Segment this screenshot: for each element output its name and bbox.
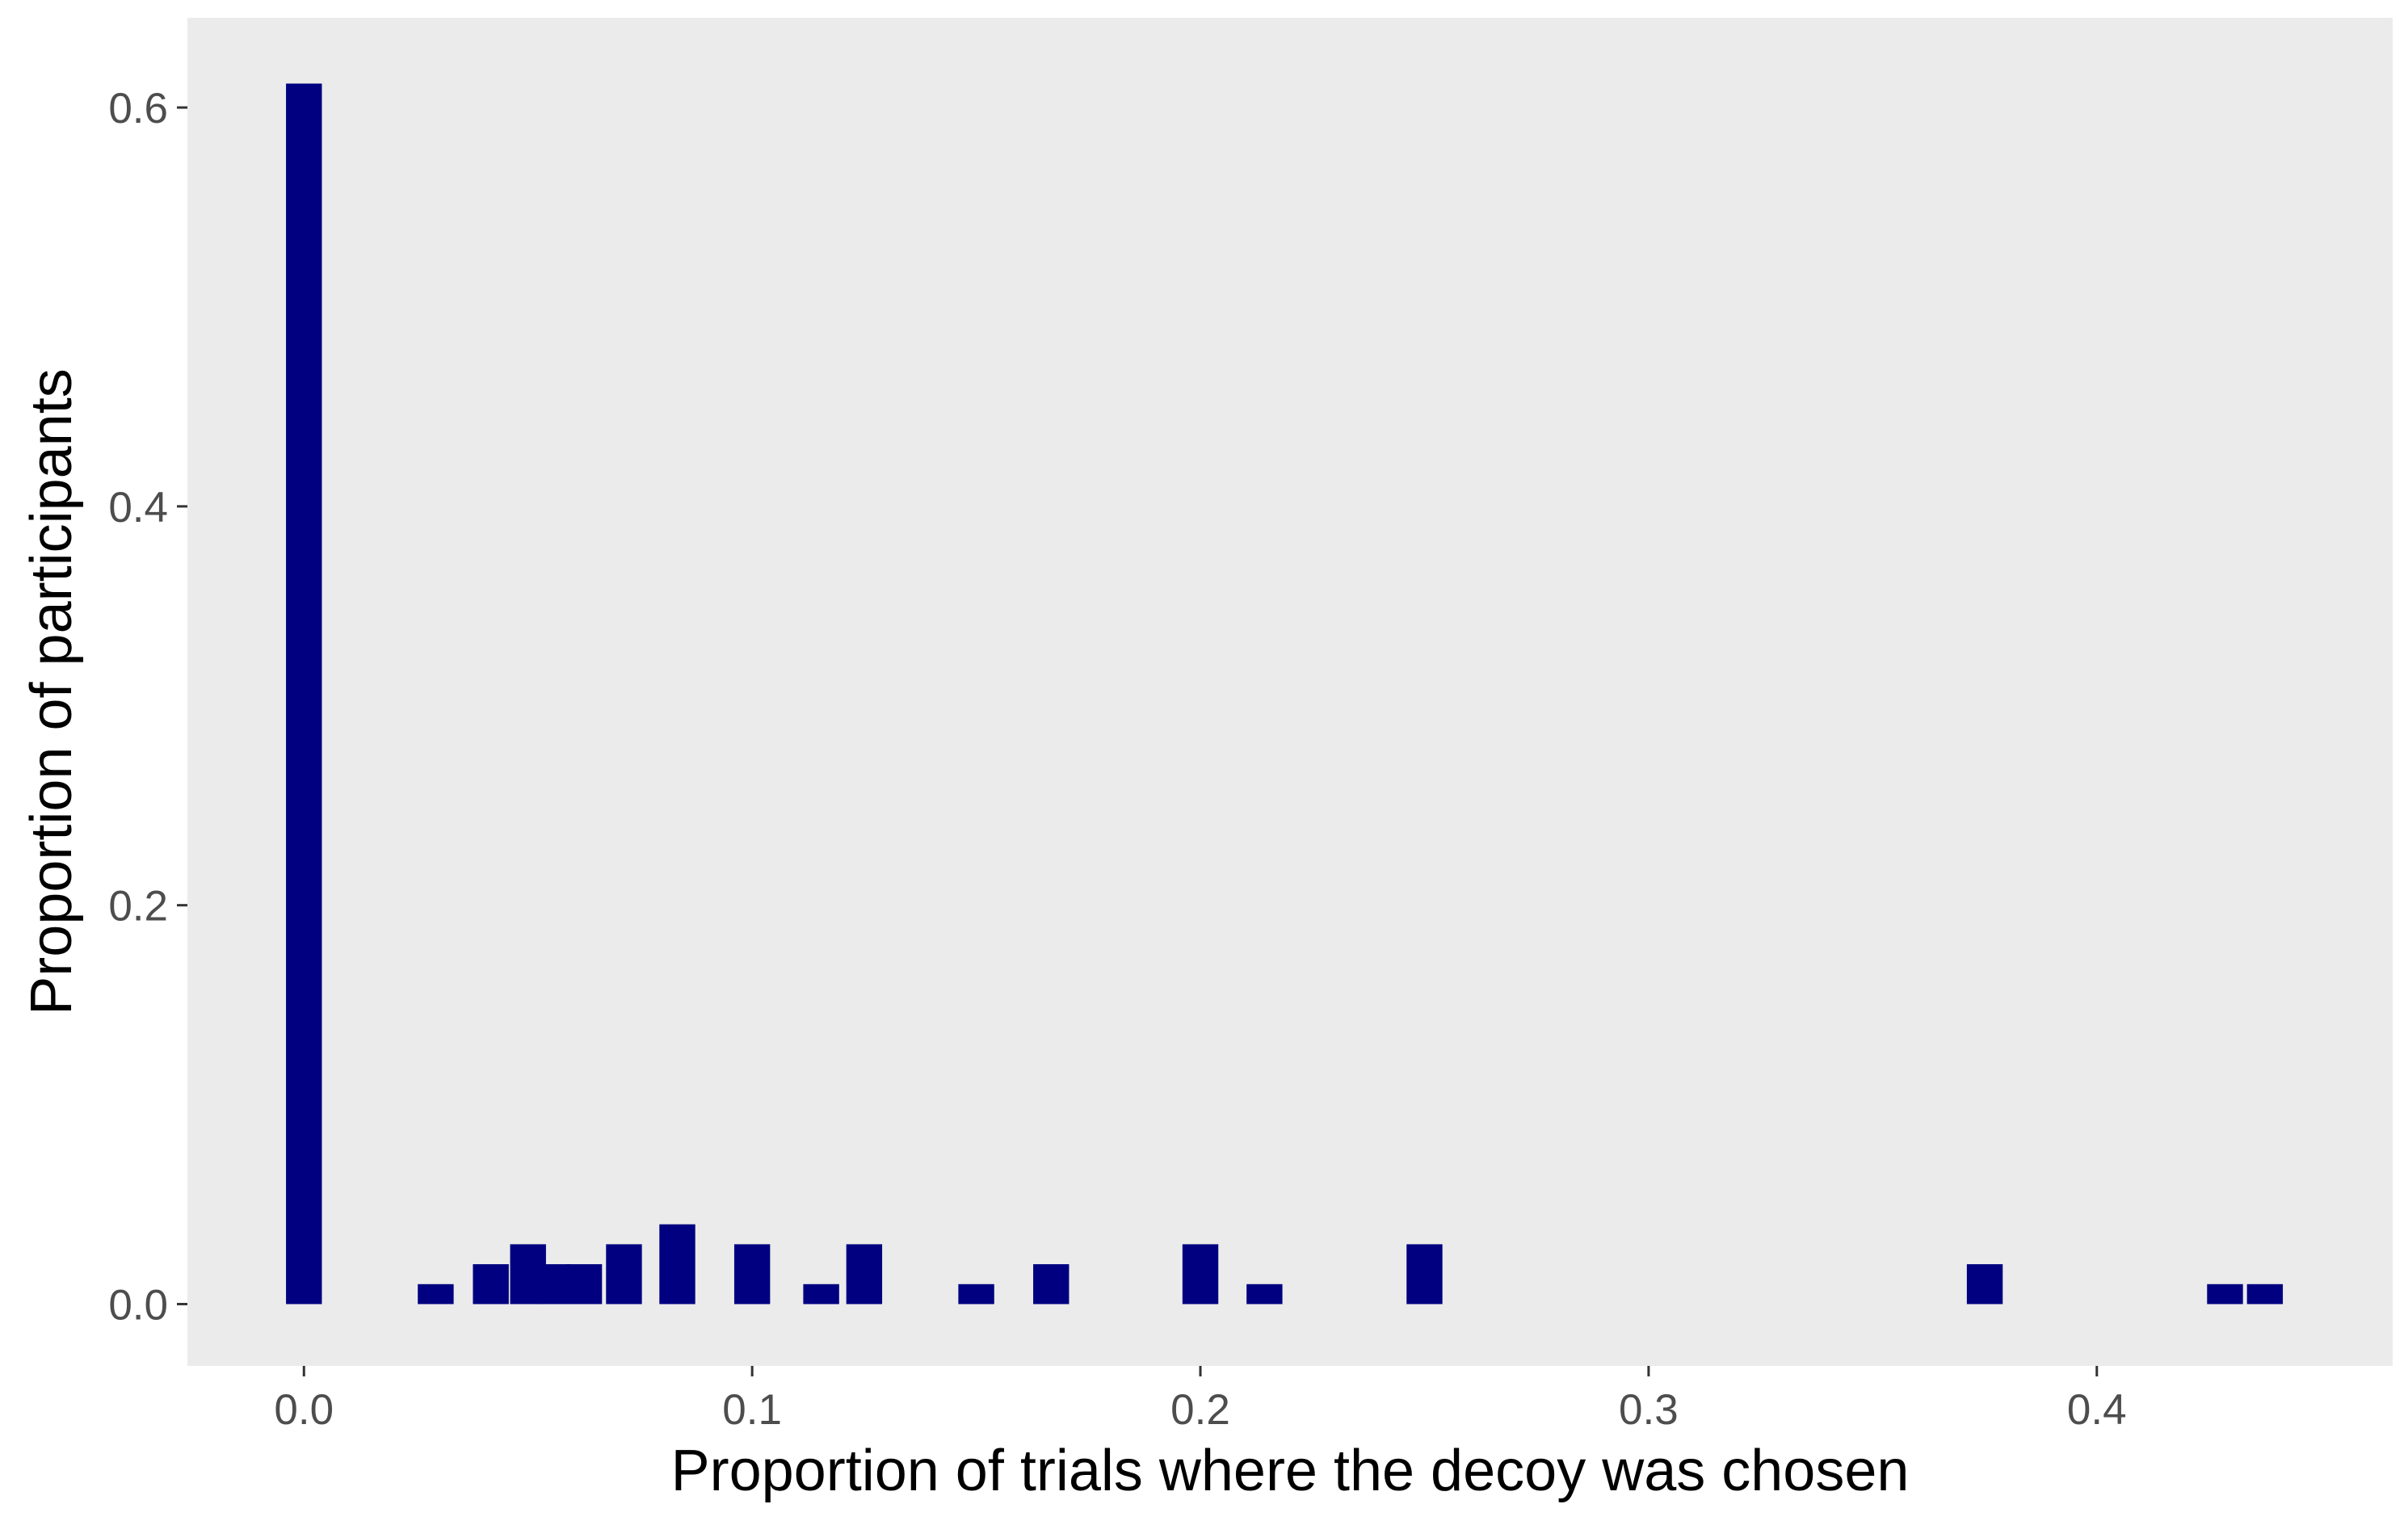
histogram-bar: [565, 1264, 603, 1305]
y-tick-label: 0.0: [108, 1281, 168, 1329]
histogram-bar: [2246, 1284, 2284, 1305]
histogram-bar: [286, 83, 322, 1305]
y-tick-label: 0.2: [108, 883, 168, 931]
histogram-bar: [733, 1244, 771, 1305]
histogram-bar: [659, 1224, 696, 1305]
histogram-bar: [846, 1244, 883, 1305]
x-tick-label: 0.2: [1170, 1386, 1230, 1434]
bars-layer: [286, 83, 2284, 1305]
histogram-bar: [1182, 1244, 1219, 1305]
histogram-bar: [606, 1244, 642, 1305]
x-tick-label: 0.4: [2067, 1386, 2127, 1434]
histogram-bar: [418, 1284, 454, 1305]
y-axis-title: Proportion of participants: [19, 368, 84, 1015]
x-tick-label: 0.3: [1619, 1386, 1679, 1434]
y-tick-label: 0.4: [108, 484, 168, 532]
histogram-bar: [535, 1264, 571, 1305]
histogram-bar: [958, 1284, 994, 1305]
histogram-bar: [473, 1264, 509, 1305]
x-tick-label: 0.0: [274, 1386, 334, 1434]
y-tick-label: 0.6: [108, 85, 168, 132]
histogram-bar: [1966, 1264, 2003, 1305]
histogram-bar: [1246, 1284, 1283, 1305]
histogram-bar: [803, 1284, 839, 1305]
histogram-bar: [1406, 1244, 1443, 1305]
x-axis: 0.0 0.1 0.2 0.3 0.4: [274, 1366, 2127, 1434]
y-axis: 0.0 0.2 0.4 0.6: [108, 85, 187, 1329]
x-axis-title: Proportion of trials where the decoy was…: [671, 1439, 1910, 1503]
histogram-bar: [1033, 1264, 1070, 1305]
x-tick-label: 0.1: [722, 1386, 782, 1434]
plot-panel: [187, 18, 2393, 1366]
histogram-bar: [2207, 1284, 2243, 1305]
